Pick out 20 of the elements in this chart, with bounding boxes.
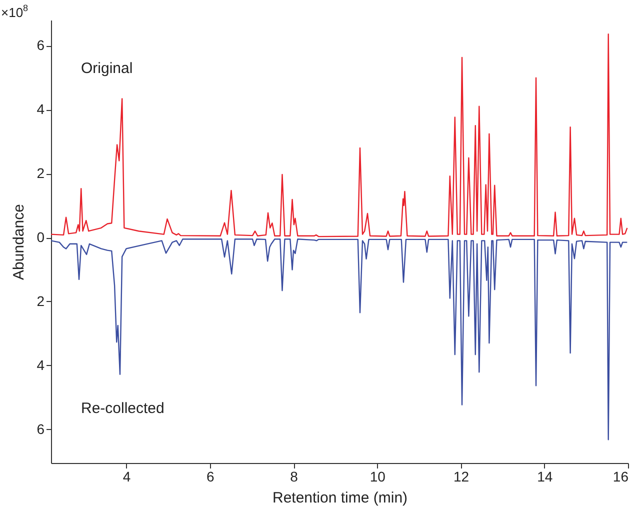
text: Re-collected — [81, 400, 164, 417]
x-tick-label: 6 — [206, 468, 214, 484]
x-tick-label: 14 — [537, 468, 553, 484]
series-label: Original — [81, 60, 133, 77]
y-tick-label: 2 — [36, 165, 45, 182]
x-tick-label: 8 — [290, 468, 298, 484]
y-tick-label: 6 — [36, 37, 45, 54]
x-tick-label: 16 — [612, 468, 629, 484]
y-tick-label: 2 — [36, 292, 45, 309]
x-tick-label: 12 — [453, 468, 470, 484]
x-axis-title: Retention time (min) — [272, 490, 408, 506]
y-tick-label: 4 — [36, 101, 45, 118]
y-tick-label: 6 — [36, 420, 45, 437]
line-series — [51, 238, 628, 440]
y-tick-label: 4 — [36, 356, 45, 373]
x-tick-label: 4 — [122, 468, 131, 484]
y-axis-title: Abundance — [10, 204, 28, 280]
y-tick-label: 0 — [36, 229, 45, 245]
line-series — [51, 33, 628, 238]
x-tick-label: 10 — [370, 468, 386, 484]
